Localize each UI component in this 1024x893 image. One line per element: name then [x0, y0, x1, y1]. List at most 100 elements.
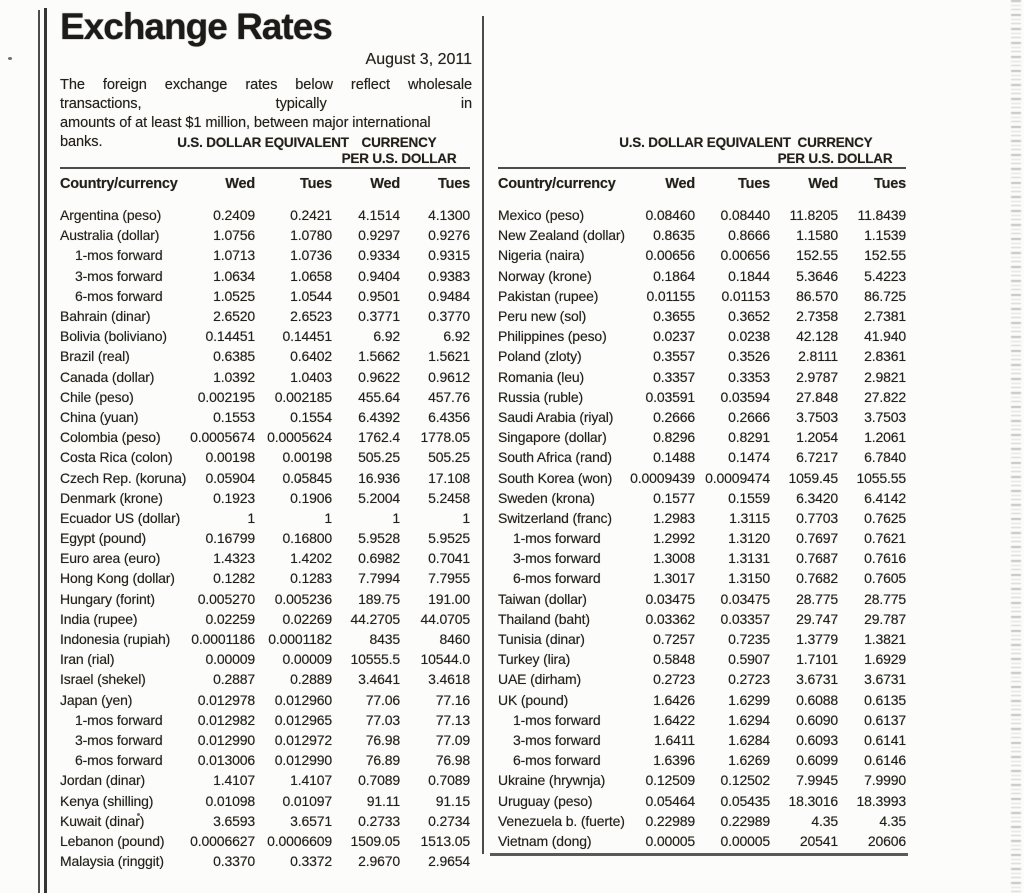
day-column-header: Wed: [370, 176, 400, 192]
rate-value: 28.775: [864, 590, 906, 607]
rate-value: 5.9528: [358, 530, 400, 547]
rate-value: 0.9383: [428, 267, 470, 284]
country-currency-label: Bahrain (dinar): [60, 308, 151, 325]
rate-value: 0.03475: [720, 590, 770, 607]
rate-value: 1.0756: [213, 227, 255, 244]
rate-value: 1.6426: [653, 691, 695, 708]
rate-value: 11.8439: [857, 207, 906, 224]
country-currency-label: 1-mos forward: [75, 711, 163, 728]
rate-value: 0.2421: [290, 207, 332, 224]
rate-value: 1.2992: [653, 530, 695, 547]
rate-value: 5.2458: [428, 489, 470, 506]
rate-value: 189.75: [358, 590, 400, 607]
rate-value: 0.7605: [864, 570, 906, 587]
table-row: China (yuan) 0.1553 0.1554 6.4392 6.4356: [60, 407, 470, 427]
page-title: Exchange Rates: [60, 6, 333, 47]
rate-value: 0.0009474: [705, 469, 770, 486]
rate-value: 0.3771: [358, 308, 400, 325]
rate-value: 27.822: [864, 388, 906, 405]
rate-value: 0.01155: [646, 287, 695, 304]
rate-value: 0.3372: [290, 853, 332, 870]
rate-value: 1.2061: [864, 429, 906, 446]
rate-value: 0.0009439: [630, 469, 695, 486]
rate-value: 10544.0: [420, 651, 470, 668]
table-row: 3-mos forward 1.6411 1.6284 0.6093 0.6141: [498, 730, 906, 750]
masthead: Exchange Rates August 3, 2011 The foreig…: [60, 6, 472, 152]
rate-value: 0.7621: [864, 530, 906, 547]
rate-value: 1.0736: [290, 247, 332, 264]
currency-per-usd-line2: PER U.S. DOLLAR: [341, 151, 457, 166]
country-currency-label: Israel (shekel): [60, 671, 146, 688]
rate-value: 0.00009: [282, 651, 332, 668]
table-row: Nigeria (naira) 0.00656 0.00656 152.55 152.5…: [498, 245, 906, 265]
day-column-header: Wed: [225, 176, 255, 192]
rate-value: 86.725: [864, 287, 906, 304]
rate-value: 76.98: [365, 731, 400, 748]
rate-value: 1055.55: [856, 469, 906, 486]
table-row: South Korea (won) 0.0009439 0.0009474 1059.…: [498, 467, 906, 487]
currency-per-usd-line1: CURRENCY: [797, 135, 873, 150]
rate-value: 1: [324, 509, 332, 526]
header-rule: [60, 167, 470, 169]
rate-value: 0.1577: [653, 489, 695, 506]
table-row: Israel (shekel) 0.2887 0.2889 3.4641 3.4618: [60, 669, 470, 689]
rate-value: 505.25: [428, 449, 470, 466]
table-row: Costa Rica (colon) 0.00198 0.00198 505.25 50…: [60, 447, 470, 467]
rate-value: 1.0544: [290, 287, 332, 304]
table-bottom-rule: [490, 853, 908, 856]
country-currency-label: Sweden (krona): [498, 489, 595, 506]
country-column-header: Country/currency: [498, 176, 616, 192]
rate-value: 1: [392, 509, 400, 526]
scan-speck: [298, 479, 301, 482]
rate-value: 0.12509: [645, 772, 695, 789]
country-currency-label: Russia (ruble): [498, 388, 584, 405]
rate-value: 0.03594: [720, 388, 770, 405]
country-currency-label: Norway (krone): [498, 267, 592, 284]
rate-value: 17.108: [428, 469, 470, 486]
rate-value: 6.7840: [864, 449, 906, 466]
table-row: 1-mos forward 1.2992 1.3120 0.7697 0.7621: [498, 528, 906, 548]
rate-value: 0.14451: [282, 328, 332, 345]
rate-value: 8460: [439, 631, 470, 648]
rate-value: 1.6294: [728, 711, 770, 728]
rate-value: 0.012972: [274, 731, 332, 748]
table-row: Turkey (lira) 0.5848 0.5907 1.7101 1.6929: [498, 649, 906, 669]
rate-value: 1.0713: [213, 247, 255, 264]
rate-value: 20541: [799, 832, 838, 849]
page-gutter-line: [38, 10, 40, 893]
rate-value: 2.9787: [796, 368, 838, 385]
country-currency-label: 3-mos forward: [75, 267, 163, 284]
rate-value: 4.35: [879, 812, 906, 829]
table-row: Lebanon (pound) 0.0006627 0.0006609 1509.05…: [60, 831, 470, 851]
rate-value: 76.98: [435, 752, 470, 769]
rate-value: 2.6520: [213, 308, 255, 325]
table-row: Bolivia (boliviano) 0.14451 0.14451 6.92 6.9…: [60, 326, 470, 346]
rate-value: 0.2666: [728, 408, 770, 425]
usd-equivalent-header: U.S. DOLLAR EQUIVALENT: [619, 135, 791, 150]
table-row: Russia (ruble) 0.03591 0.03594 27.848 27.822: [498, 387, 906, 407]
rate-value: 91.11: [366, 792, 400, 809]
country-currency-label: Australia (dollar): [60, 227, 160, 244]
rate-value: 0.03362: [645, 610, 695, 627]
rate-value: 0.7703: [796, 509, 838, 526]
rate-value: 18.3016: [788, 792, 838, 809]
column-divider: [482, 16, 484, 854]
rate-value: 0.01098: [205, 792, 255, 809]
country-currency-label: 3-mos forward: [513, 550, 601, 567]
rate-value: 4.1514: [358, 207, 400, 224]
rate-value: 0.012960: [274, 691, 332, 708]
country-currency-label: Taiwan (dollar): [498, 590, 587, 607]
rate-value: 0.7089: [428, 772, 470, 789]
table-row: Ecuador US (dollar) 1 1 1 1: [60, 508, 470, 528]
rate-value: 0.0238: [728, 328, 770, 345]
rate-value: 0.12502: [720, 772, 770, 789]
scan-noise-strip: [1011, 0, 1021, 893]
country-currency-label: Pakistan (rupee): [498, 287, 599, 304]
table-row: Vietnam (dong) 0.00005 0.00005 20541 20606: [498, 831, 906, 851]
table-row: Bahrain (dinar) 2.6520 2.6523 0.3771 0.3770: [60, 306, 470, 326]
country-currency-label: Malaysia (ringgit): [60, 853, 164, 870]
rate-value: 505.25: [358, 449, 400, 466]
country-currency-label: Thailand (baht): [498, 610, 590, 627]
country-currency-label: Brazil (real): [60, 348, 130, 365]
rate-value: 0.5848: [653, 651, 695, 668]
